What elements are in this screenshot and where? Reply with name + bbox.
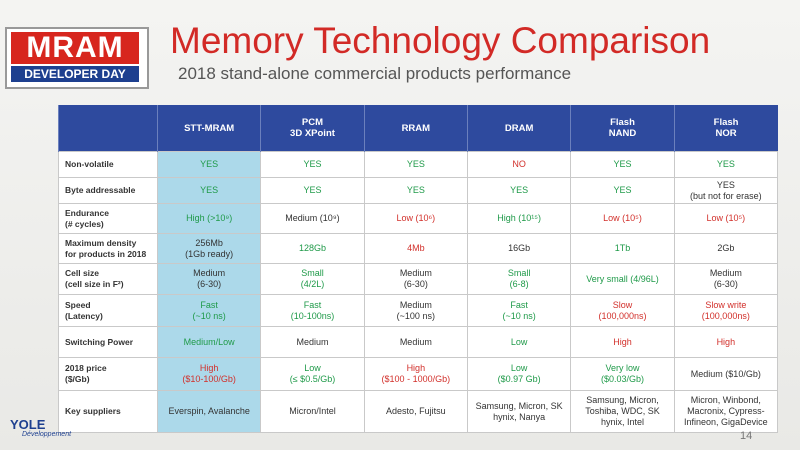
table-row: Key suppliers Everspin, Avalanche Micron/I… [58, 390, 779, 433]
logo-main: MRAM [11, 32, 139, 64]
table-row: Non-volatile YES YES YES NO YES YES [58, 151, 779, 178]
row-label: Maximum density for products in 2018 [58, 233, 158, 264]
table-cell: High ($100 - 1000/Gb) [363, 357, 468, 391]
row-label: Cell size (cell size in F²) [58, 263, 158, 295]
table-row: 2018 price ($/Gb) High ($10-100/Gb) Low (≤… [58, 357, 779, 391]
table-row: Endurance (# cycles) High (>10⁹) Medium (1… [58, 203, 779, 234]
row-label: Endurance (# cycles) [58, 203, 158, 234]
table-cell: YES [570, 151, 675, 178]
logo: MRAM DEVELOPER DAY [5, 27, 149, 89]
table-row: Cell size (cell size in F²) Medium (6-30)… [58, 263, 779, 295]
title: Memory Technology Comparison [170, 20, 711, 61]
table-cell: Slow (100,000ns) [570, 294, 675, 327]
table-cell: Medium ($10/Gb) [673, 357, 779, 391]
table-cell: Samsung, Micron, Toshiba, WDC, SK hynix,… [570, 390, 675, 433]
table-cell: Very small (4/96L) [570, 263, 675, 295]
row-label: 2018 price ($/Gb) [58, 357, 158, 391]
table-cell: Slow write (100,000ns) [673, 294, 779, 327]
table-cell: 128Gb [260, 233, 365, 264]
footer-logo: YOLE [10, 417, 46, 432]
column-header: RRAM [363, 105, 468, 152]
table-cell: 256Mb (1Gb ready) [156, 233, 262, 264]
table-cell: YES [363, 177, 468, 204]
table-row: Switching Power Medium/Low Medium Medium Low… [58, 326, 779, 358]
table-cell: Micron, Winbond, Macronix, Cypress- Infi… [673, 390, 779, 433]
table-cell: YES [260, 151, 365, 178]
table-cell: High (>10⁹) [156, 203, 262, 234]
table-cell: NO [466, 151, 572, 178]
table-cell: Medium [363, 326, 468, 358]
table-row: Maximum density for products in 2018 256M… [58, 233, 779, 264]
table-cell: Medium (6-30) [156, 263, 262, 295]
table-row: Byte addressable YES YES YES YES YES YES (but … [58, 177, 779, 204]
table-cell: Low (10⁵) [673, 203, 779, 234]
table-cell: High [673, 326, 779, 358]
table-cell: YES [363, 151, 468, 178]
table-cell: Fast (10-100ns) [260, 294, 365, 327]
table-cell: Medium (10⁹) [260, 203, 365, 234]
table-cell: Low [466, 326, 572, 358]
logo-sub: DEVELOPER DAY [11, 66, 139, 82]
table-cell: YES (but not for erase) [673, 177, 779, 204]
table-cell: Medium (6-30) [673, 263, 779, 295]
table-cell: Low (10⁵) [570, 203, 675, 234]
table-cell: High (10¹⁵) [466, 203, 572, 234]
table-row: Speed (Latency) Fast (~10 ns) Fast (10-100… [58, 294, 779, 327]
table-cell: 2Gb [673, 233, 779, 264]
table-cell: YES [156, 177, 262, 204]
comparison-table: STT-MRAM PCM 3D XPoint RRAM DRAM Flash NAND F… [58, 105, 779, 433]
table-cell: Medium (~100 ns) [363, 294, 468, 327]
table-cell: High [570, 326, 675, 358]
table-cell: Micron/Intel [260, 390, 365, 433]
row-label: Key suppliers [58, 390, 158, 433]
footer-logo-sub: Développement [22, 431, 72, 438]
column-header: PCM 3D XPoint [260, 105, 365, 152]
table-cell: Small (6-8) [466, 263, 572, 295]
corner [58, 105, 158, 152]
table-cell: 16Gb [466, 233, 572, 264]
table-cell: Adesto, Fujitsu [363, 390, 468, 433]
table-cell: YES [156, 151, 262, 178]
column-header: STT-MRAM [156, 105, 261, 152]
table-cell: High ($10-100/Gb) [156, 357, 262, 391]
table-cell: Very low ($0.03/Gb) [570, 357, 675, 391]
table-cell: Medium (6-30) [363, 263, 468, 295]
row-label: Non-volatile [58, 151, 158, 178]
table-cell: Everspin, Avalanche [156, 390, 262, 433]
table-cell: Fast (~10 ns) [156, 294, 262, 327]
subtitle: 2018 stand-alone commercial products per… [178, 64, 572, 83]
row-label: Switching Power [58, 326, 158, 358]
table-cell: YES [466, 177, 572, 204]
table-cell: Low (10⁶) [363, 203, 468, 234]
row-label: Byte addressable [58, 177, 158, 204]
column-header: Flash NAND [570, 105, 675, 152]
table-cell: Fast (~10 ns) [466, 294, 572, 327]
table-cell: Low (≤ $0.5/Gb) [260, 357, 365, 391]
table-cell: YES [673, 151, 779, 178]
page-number: 14 [740, 430, 753, 442]
table-cell: Medium [260, 326, 365, 358]
table-cell: 4Mb [363, 233, 468, 264]
table-cell: Low ($0.97 Gb) [466, 357, 572, 391]
table-cell: Small (4/2L) [260, 263, 365, 295]
column-header: Flash NOR [673, 105, 778, 152]
row-label: Speed (Latency) [58, 294, 158, 327]
table-cell: Samsung, Micron, SK hynix, Nanya [466, 390, 572, 433]
table-cell: Medium/Low [156, 326, 262, 358]
header-row: STT-MRAM PCM 3D XPoint RRAM DRAM Flash NAND F… [58, 105, 778, 152]
table-cell: 1Tb [570, 233, 675, 264]
table-cell: YES [570, 177, 675, 204]
table-cell: YES [260, 177, 365, 204]
column-header: DRAM [466, 105, 571, 152]
